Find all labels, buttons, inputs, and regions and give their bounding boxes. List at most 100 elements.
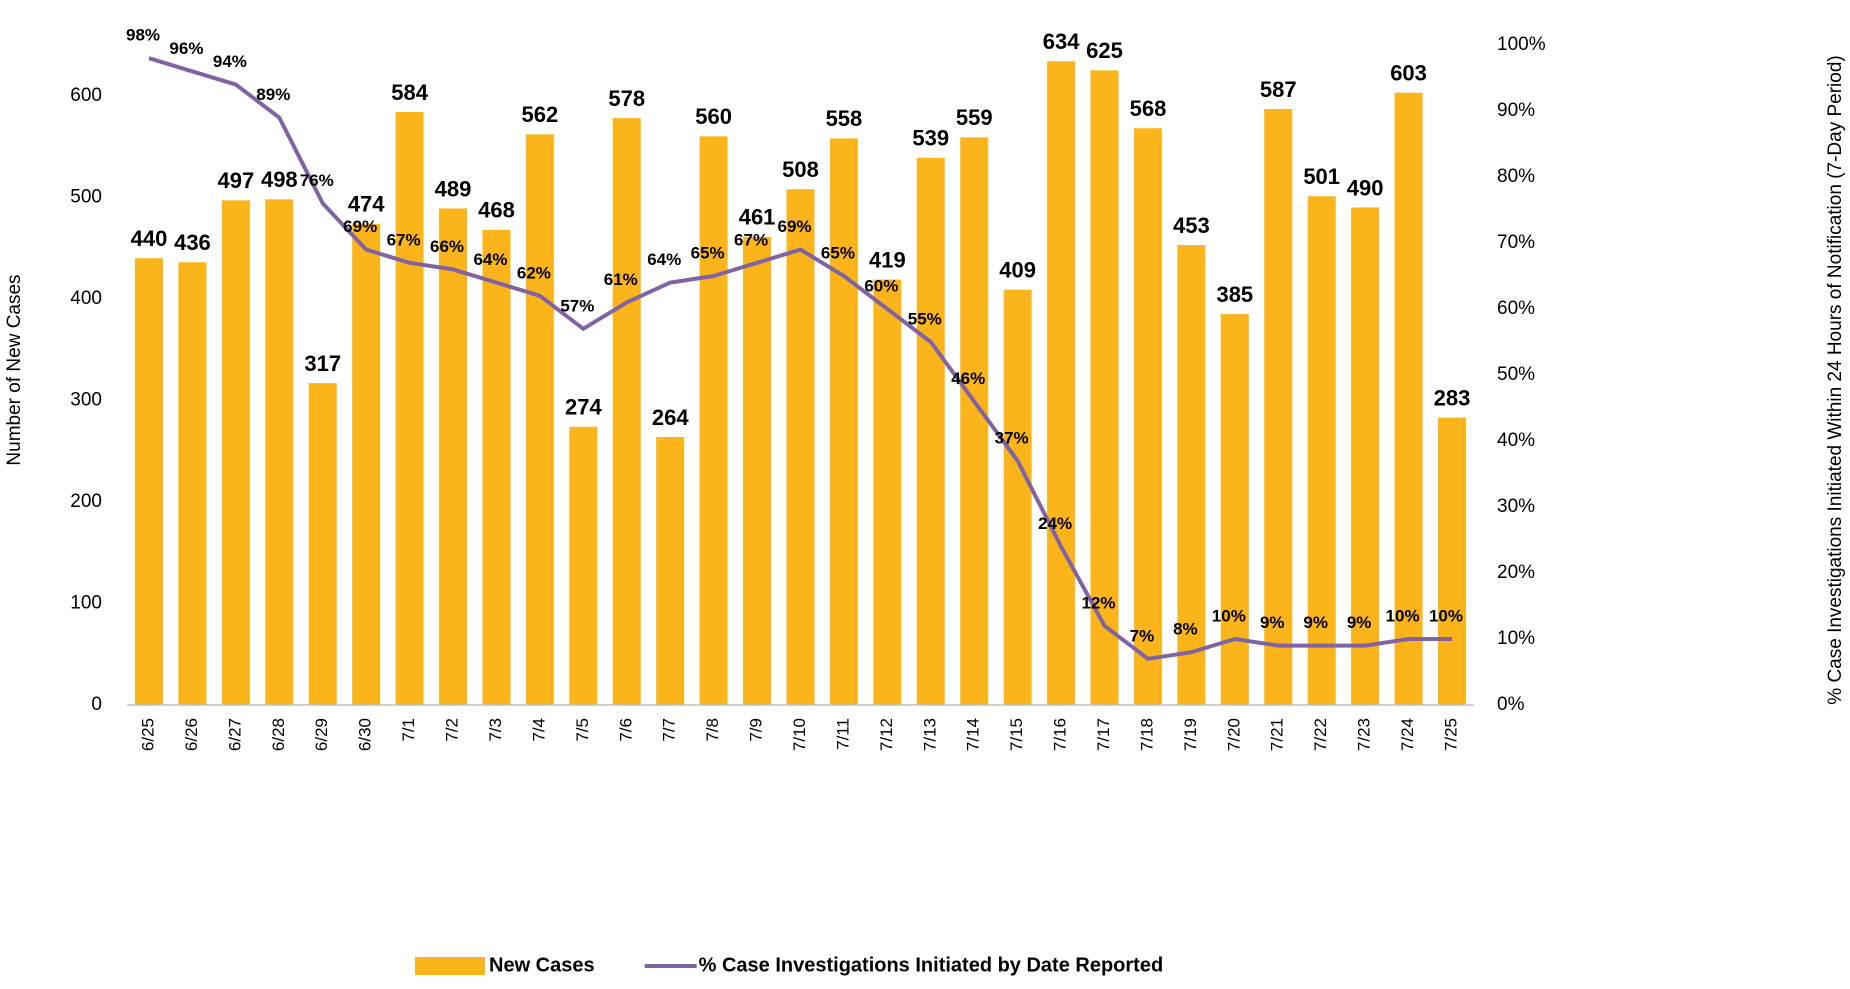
bar-label: 419 — [869, 247, 906, 272]
x-tick-label: 6/27 — [225, 718, 244, 751]
bar-label: 560 — [695, 104, 732, 129]
bar — [308, 383, 337, 705]
x-tick-label: 7/15 — [1007, 718, 1026, 751]
x-tick-label: 7/11 — [833, 718, 852, 750]
x-tick-label: 6/28 — [269, 718, 288, 751]
bar-label: 274 — [565, 395, 602, 420]
bar-label: 634 — [1043, 29, 1080, 54]
line-label: 65% — [691, 243, 725, 262]
bar-label: 578 — [608, 86, 645, 111]
x-tick-label: 6/30 — [356, 718, 375, 751]
bar-label: 501 — [1303, 164, 1340, 189]
bar-label: 562 — [522, 102, 559, 127]
line-label: 76% — [300, 171, 334, 190]
bar — [1351, 207, 1380, 705]
x-tick-label: 7/10 — [790, 718, 809, 751]
y2-tick-label: 80% — [1497, 166, 1535, 187]
y2-tick-label: 10% — [1497, 628, 1535, 649]
bar — [873, 279, 902, 705]
bar-label: 568 — [1130, 96, 1167, 121]
bar-label: 453 — [1173, 213, 1210, 238]
x-tick-label: 7/12 — [877, 718, 896, 751]
y-axis-title: Number of New Cases — [4, 274, 25, 465]
bar — [1090, 70, 1119, 705]
line-label: 67% — [734, 230, 768, 249]
bar-label: 558 — [826, 106, 863, 131]
bar — [178, 262, 207, 705]
line-label: 64% — [647, 250, 681, 269]
y2-tick-label: 30% — [1497, 496, 1535, 517]
bar — [829, 138, 858, 705]
x-tick-label: 7/18 — [1137, 718, 1156, 751]
legend-label: % Case Investigations Initiated by Date … — [699, 954, 1164, 976]
y2-tick-label: 100% — [1497, 34, 1546, 55]
bar-label: 490 — [1347, 175, 1384, 200]
legend-label: New Cases — [489, 954, 595, 976]
line-label: 10% — [1212, 606, 1246, 625]
y2-tick-label: 50% — [1497, 364, 1535, 385]
line-label: 60% — [864, 276, 898, 295]
x-tick-label: 7/8 — [703, 718, 722, 742]
x-tick-label: 7/5 — [573, 718, 592, 742]
y-tick-label: 200 — [70, 491, 102, 512]
y-tick-label: 300 — [70, 389, 102, 410]
line-label: 55% — [908, 309, 942, 328]
line-label: 9% — [1347, 613, 1372, 632]
y-tick-label: 600 — [70, 85, 102, 106]
bar-label: 539 — [912, 126, 949, 151]
bar — [916, 157, 945, 705]
bar-label: 468 — [478, 198, 515, 223]
x-tick-label: 7/19 — [1181, 718, 1200, 751]
x-tick-label: 7/21 — [1268, 718, 1287, 751]
x-tick-label: 6/29 — [312, 718, 331, 751]
bar — [265, 199, 294, 706]
x-tick-label: 7/22 — [1311, 718, 1330, 751]
bar — [656, 436, 685, 705]
line-label: 65% — [821, 243, 855, 262]
bar — [439, 208, 468, 705]
x-tick-label: 7/13 — [920, 718, 939, 751]
bar — [960, 137, 989, 705]
bar — [482, 229, 511, 706]
bar-label: 440 — [131, 226, 168, 251]
line-label: 94% — [213, 52, 247, 71]
bar — [743, 236, 772, 705]
bar — [1177, 245, 1206, 705]
y2-tick-label: 0% — [1497, 694, 1525, 715]
bar — [352, 223, 381, 705]
x-tick-label: 7/25 — [1441, 718, 1460, 751]
bar-label: 436 — [174, 230, 211, 255]
bar-label: 497 — [218, 168, 255, 193]
x-tick-label: 7/1 — [399, 718, 418, 742]
bar-label: 625 — [1086, 38, 1123, 63]
x-tick-label: 7/24 — [1398, 718, 1417, 751]
x-tick-label: 7/16 — [1051, 718, 1070, 751]
line-label: 12% — [1082, 593, 1116, 612]
x-tick-label: 7/3 — [486, 718, 505, 742]
line-label: 64% — [473, 250, 507, 269]
line-label: 66% — [430, 237, 464, 256]
line-label: 98% — [126, 26, 160, 45]
bar — [525, 134, 554, 705]
x-tick-label: 7/2 — [443, 718, 462, 742]
bar-label: 498 — [261, 167, 298, 192]
bar-label: 584 — [391, 80, 428, 105]
line-label: 10% — [1386, 606, 1420, 625]
x-tick-label: 7/23 — [1355, 718, 1374, 751]
bar-label: 474 — [348, 192, 385, 217]
bar-label: 283 — [1434, 385, 1471, 410]
legend-swatch — [415, 957, 485, 975]
y2-tick-label: 20% — [1497, 562, 1535, 583]
y-tick-label: 0 — [91, 694, 102, 715]
x-tick-label: 7/20 — [1224, 718, 1243, 751]
bar — [786, 189, 815, 705]
x-tick-label: 7/14 — [964, 718, 983, 751]
y2-tick-label: 90% — [1497, 100, 1535, 121]
x-tick-label: 7/6 — [616, 718, 635, 742]
line-label: 9% — [1303, 613, 1328, 632]
line-label: 69% — [777, 217, 811, 236]
line-label: 96% — [169, 39, 203, 58]
y2-tick-label: 70% — [1497, 232, 1535, 253]
bar — [1133, 128, 1162, 705]
